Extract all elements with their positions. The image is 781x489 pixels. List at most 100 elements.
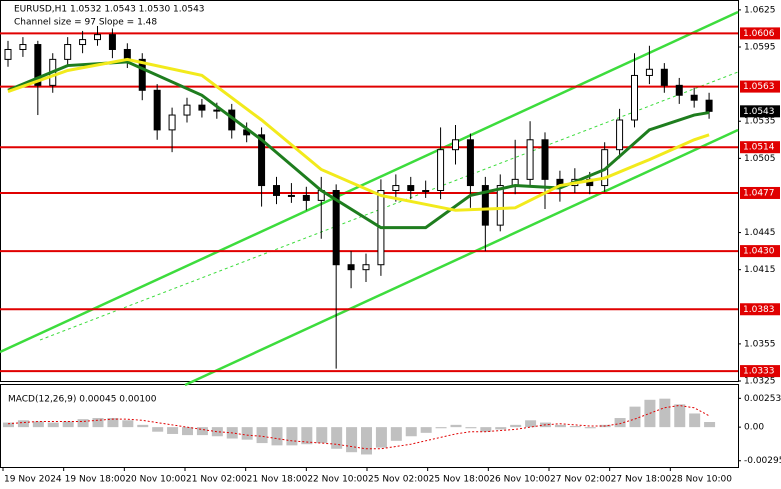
macd-bar <box>241 427 253 440</box>
candle-body <box>660 68 668 86</box>
moving-average <box>7 60 710 230</box>
x-tick-label: 21 Nov 02:00 <box>186 475 247 485</box>
y-tick-label: 1.0535 <box>744 117 776 127</box>
x-tick-label: 25 Nov 02:00 <box>368 475 429 485</box>
x-tick-label: 19 Nov 2024 <box>4 475 62 485</box>
macd-bar <box>450 424 462 428</box>
y-tick-label: 1.0445 <box>744 228 776 238</box>
candle-body <box>616 119 624 151</box>
y-tick-label: 1.0325 <box>744 377 776 387</box>
macd-title: MACD(12,26,9) 0.00045 0.00100 <box>8 395 157 405</box>
y-tick-label: 1.0415 <box>744 265 776 275</box>
candle-body <box>407 185 415 191</box>
macd-bar <box>420 427 432 433</box>
x-tick-label: 27 Nov 02:00 <box>550 475 611 485</box>
macd-bar <box>286 427 298 446</box>
y-tick-label: 1.0595 <box>744 43 776 53</box>
macd-bar <box>495 427 507 430</box>
macd-bar <box>17 420 29 428</box>
macd-bar <box>92 418 104 428</box>
y-tick-label: 1.0505 <box>744 154 776 164</box>
macd-bar <box>390 427 402 441</box>
candle-body <box>675 84 683 96</box>
level-label: 1.0333 <box>743 367 775 377</box>
candle-body <box>153 89 161 131</box>
macd-bar <box>77 419 89 428</box>
price-frame <box>0 0 739 382</box>
channel-lower <box>184 128 739 387</box>
candle-body <box>302 194 310 201</box>
candle-body <box>273 185 280 196</box>
candle-body <box>705 99 713 112</box>
x-tick-label: 22 Nov 10:00 <box>307 475 368 485</box>
macd-bar <box>271 427 283 446</box>
candle-body <box>481 185 489 226</box>
candle-body <box>437 149 445 192</box>
candle-body <box>452 139 459 151</box>
macd-bar <box>480 427 492 432</box>
channel-upper <box>0 10 739 354</box>
macd-bar <box>182 427 193 436</box>
level-label: 1.0514 <box>743 143 775 153</box>
candle-body <box>526 139 534 180</box>
y-tick-label: 1.0355 <box>744 339 776 349</box>
macd-bar <box>510 424 522 428</box>
macd-frame <box>0 384 739 468</box>
macd-bar <box>62 421 74 428</box>
candle-body <box>541 139 549 180</box>
candle-body <box>466 139 474 187</box>
level-label: 1.0477 <box>743 188 775 198</box>
macd-bar <box>704 422 716 428</box>
level-label-box <box>740 186 780 199</box>
level-label: 1.0606 <box>743 29 775 39</box>
macd-y-tick-label: -0.00295 <box>744 456 781 466</box>
macd-y-tick-label: 0.00 <box>744 423 764 433</box>
x-tick-label: 21 Nov 18:00 <box>247 475 308 485</box>
macd-bar <box>614 418 626 428</box>
level-label: 1.0383 <box>743 305 775 315</box>
candle-body <box>392 185 400 191</box>
candle-body <box>94 34 101 41</box>
level-label-box <box>740 245 780 258</box>
level-label-box <box>740 141 780 154</box>
moving-average <box>7 57 710 212</box>
macd-bar <box>196 427 208 436</box>
level-label-box <box>740 80 780 93</box>
macd-bar <box>331 427 343 449</box>
macd-bar <box>211 427 223 437</box>
macd-bar <box>122 420 134 428</box>
candle-body <box>631 74 638 121</box>
level-label: 1.0430 <box>743 247 775 257</box>
macd-bar <box>107 418 119 428</box>
candle-body <box>422 190 430 192</box>
macd-bar <box>569 426 581 428</box>
chart-title: EURUSD,H1 1.0532 1.0543 1.0530 1.0543 <box>14 5 205 15</box>
candle-body <box>34 44 42 86</box>
candle-body <box>64 44 72 60</box>
x-tick-label: 27 Nov 18:00 <box>611 475 672 485</box>
x-tick-label: 20 Nov 10:00 <box>125 475 186 485</box>
macd-bar <box>47 422 59 428</box>
macd-y-tick-label: 0.00253 <box>744 394 781 404</box>
candle-body <box>19 44 27 50</box>
macd-bar <box>301 427 313 445</box>
x-tick-label: 19 Nov 18:00 <box>65 475 126 485</box>
x-tick-label: 25 Nov 18:00 <box>429 475 490 485</box>
macd-bar <box>167 427 179 434</box>
candle-body <box>362 264 370 271</box>
level-label-box <box>740 303 780 316</box>
macd-signal <box>7 404 710 450</box>
candle-body <box>138 58 146 91</box>
candle-body <box>496 185 504 226</box>
level-label-box <box>740 27 780 40</box>
candle-body <box>332 190 340 266</box>
macd-bar <box>465 427 477 429</box>
x-tick-label: 26 Nov 10:00 <box>489 475 550 485</box>
level-label: 1.0563 <box>743 82 775 92</box>
macd-bar <box>316 427 328 444</box>
macd-bar <box>584 427 596 429</box>
macd-bar <box>659 398 671 428</box>
last-price-label: 1.0543 <box>743 107 775 117</box>
